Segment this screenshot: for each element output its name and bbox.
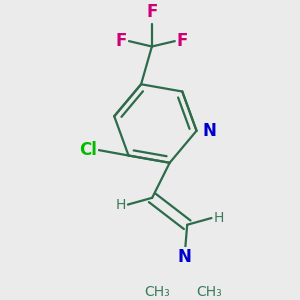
Text: F: F — [146, 3, 158, 21]
Text: H: H — [214, 211, 224, 225]
Text: CH₃: CH₃ — [196, 285, 222, 299]
Text: CH₃: CH₃ — [145, 285, 170, 299]
Text: Cl: Cl — [79, 141, 97, 159]
Text: F: F — [116, 32, 127, 50]
Text: N: N — [202, 122, 216, 140]
Text: N: N — [178, 248, 191, 266]
Text: H: H — [116, 198, 126, 212]
Text: F: F — [177, 32, 188, 50]
